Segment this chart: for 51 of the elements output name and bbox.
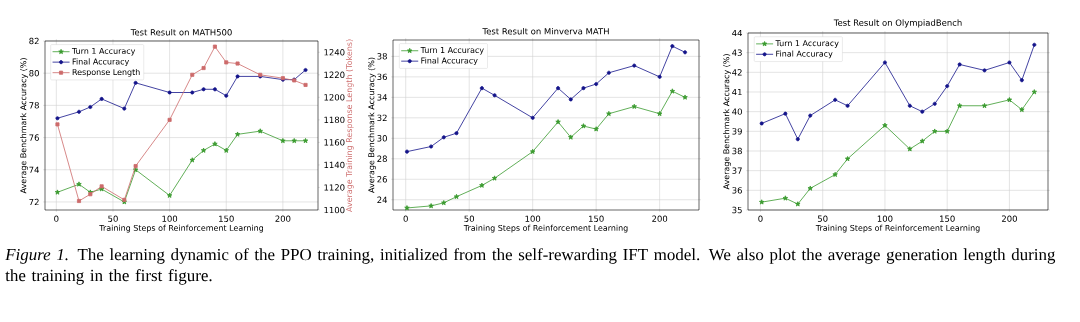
x-tick-label: 50 xyxy=(464,215,475,222)
x-tick-label: 0 xyxy=(403,215,408,222)
y-tick-label: 24 xyxy=(377,196,388,203)
x-tick-label: 50 xyxy=(817,215,828,222)
y-tick-label: 35 xyxy=(732,206,742,214)
y-tick-label: 37 xyxy=(732,167,742,174)
y-tick-label: 32 xyxy=(377,114,387,122)
x-tick-label: 150 xyxy=(589,215,604,222)
y2-tick-label: 1160 xyxy=(324,139,345,146)
y-tick-label: 26 xyxy=(377,176,387,183)
chart-title: Test Result on MATH500 xyxy=(130,28,232,36)
x-tick-label: 200 xyxy=(275,215,291,222)
y2-tick-label: 1180 xyxy=(324,116,345,124)
y-tick-label: 72 xyxy=(29,198,39,206)
x-tick-label: 200 xyxy=(1001,215,1017,222)
y2-tick-label: 1200 xyxy=(324,94,345,101)
y2-tick-label: 1100 xyxy=(324,206,345,214)
x-tick-label: 0 xyxy=(758,215,763,222)
y-tick-label: 30 xyxy=(377,135,387,142)
y-tick-label: 42 xyxy=(732,69,742,76)
y2-tick-label: 1240 xyxy=(324,49,345,56)
y-tick-label: 39 xyxy=(732,128,742,135)
y-tick-label: 28 xyxy=(377,155,387,162)
y2-tick-label: 1220 xyxy=(324,71,345,78)
x-tick-label: 100 xyxy=(877,215,893,222)
y-tick-label: 43 xyxy=(732,49,742,56)
y-tick-label: 82 xyxy=(29,37,39,45)
y-tick-label: 41 xyxy=(732,88,742,96)
x-tick-label: 100 xyxy=(525,215,541,222)
chart-title: Test Result on OlympiadBench xyxy=(833,19,962,28)
y2-tick-label: 1140 xyxy=(324,161,345,169)
y-tick-label: 76 xyxy=(29,134,39,141)
y-tick-label: 40 xyxy=(732,108,742,115)
x-tick-label: 150 xyxy=(219,215,234,222)
text: Figure 1. The learning dynamic of the PPO training, initialized from the self-rewarding IFT model. We also plot the average generation length during the training in the first figure. xyxy=(5,248,1056,285)
y-tick-label: 44 xyxy=(732,29,743,37)
y-tick-label: 80 xyxy=(29,69,39,77)
x-tick-label: 50 xyxy=(108,215,118,222)
x-tick-label: 100 xyxy=(162,215,178,222)
x-tick-label: 0 xyxy=(54,215,59,222)
y2-tick-label: 1120 xyxy=(324,184,345,191)
y-tick-label: 78 xyxy=(29,102,39,109)
y-tick-label: 34 xyxy=(377,94,388,101)
x-tick-label: 150 xyxy=(940,215,955,222)
y-tick-label: 38 xyxy=(377,53,387,60)
y-tick-label: 74 xyxy=(29,166,39,173)
chart-title: Test Result on Minverva MATH xyxy=(482,27,609,35)
y-tick-label: 36 xyxy=(732,187,742,194)
y-tick-label: 38 xyxy=(732,147,742,155)
y-tick-label: 36 xyxy=(377,73,387,81)
x-tick-label: 200 xyxy=(652,215,668,222)
